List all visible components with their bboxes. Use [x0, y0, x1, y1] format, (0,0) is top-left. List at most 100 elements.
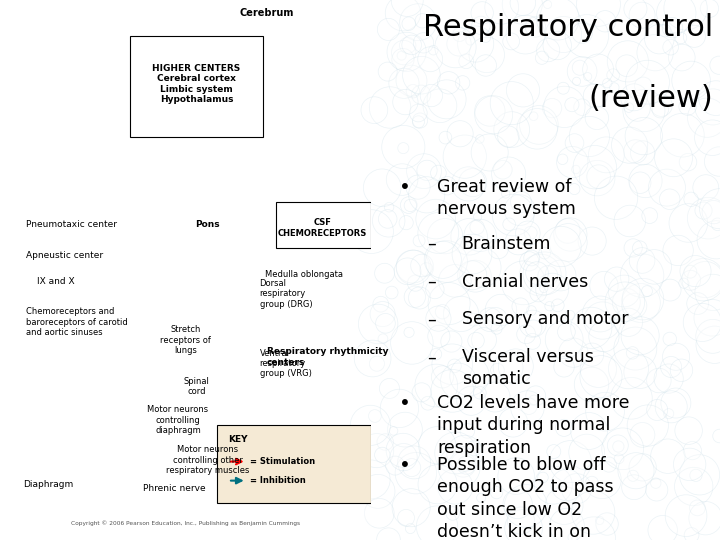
Circle shape: [545, 260, 576, 291]
Circle shape: [400, 4, 436, 40]
Circle shape: [0, 511, 29, 540]
Circle shape: [629, 172, 651, 193]
Circle shape: [675, 32, 687, 44]
Circle shape: [450, 356, 490, 396]
Circle shape: [410, 104, 427, 122]
Circle shape: [564, 98, 579, 112]
Circle shape: [426, 241, 467, 282]
Circle shape: [447, 120, 473, 147]
Text: Respiratory rhythmicity
centers: Respiratory rhythmicity centers: [267, 347, 389, 367]
Circle shape: [572, 517, 616, 540]
Text: Medulla oblongata: Medulla oblongata: [265, 270, 343, 279]
Circle shape: [387, 164, 418, 195]
Circle shape: [391, 0, 423, 16]
Circle shape: [428, 219, 463, 254]
Circle shape: [498, 126, 519, 147]
Circle shape: [542, 98, 562, 118]
Circle shape: [441, 331, 462, 352]
Circle shape: [510, 391, 544, 424]
Circle shape: [697, 221, 720, 259]
Circle shape: [512, 298, 529, 315]
Circle shape: [541, 226, 581, 267]
Text: = Inhibition: = Inhibition: [251, 476, 306, 485]
Circle shape: [595, 516, 604, 524]
Circle shape: [700, 188, 720, 229]
Circle shape: [683, 303, 720, 341]
Circle shape: [572, 491, 615, 534]
Circle shape: [675, 417, 703, 444]
Circle shape: [544, 1, 552, 9]
Circle shape: [498, 349, 534, 384]
Circle shape: [672, 61, 711, 100]
Circle shape: [53, 499, 87, 534]
Circle shape: [608, 349, 649, 389]
Circle shape: [613, 288, 640, 316]
Circle shape: [585, 393, 624, 431]
Circle shape: [521, 398, 537, 414]
Circle shape: [502, 190, 510, 198]
Circle shape: [259, 517, 290, 540]
Circle shape: [545, 487, 583, 524]
Text: Great review of
nervous system: Great review of nervous system: [437, 178, 576, 218]
Circle shape: [387, 412, 423, 447]
Circle shape: [309, 516, 339, 540]
Circle shape: [470, 220, 485, 234]
Circle shape: [675, 467, 713, 505]
Circle shape: [549, 508, 585, 540]
Text: IX and X: IX and X: [37, 276, 75, 286]
Circle shape: [27, 520, 63, 540]
Circle shape: [432, 344, 472, 384]
Circle shape: [471, 2, 493, 24]
Circle shape: [696, 319, 720, 353]
Circle shape: [662, 343, 690, 370]
Text: CSF
CHEMORECEPTORS: CSF CHEMORECEPTORS: [278, 218, 367, 238]
Text: Motor neurons
controlling
diaphragm: Motor neurons controlling diaphragm: [148, 406, 209, 435]
Circle shape: [316, 522, 339, 540]
Circle shape: [220, 515, 232, 527]
Circle shape: [174, 529, 192, 540]
Circle shape: [503, 218, 516, 231]
Circle shape: [435, 26, 476, 68]
Circle shape: [506, 74, 539, 107]
Circle shape: [608, 275, 640, 307]
Circle shape: [584, 72, 592, 80]
Circle shape: [428, 325, 450, 347]
Circle shape: [647, 400, 667, 421]
Circle shape: [632, 241, 647, 255]
Circle shape: [392, 90, 418, 115]
Circle shape: [660, 189, 680, 210]
Circle shape: [523, 250, 539, 266]
Circle shape: [687, 293, 708, 314]
Circle shape: [354, 505, 371, 522]
Circle shape: [474, 386, 486, 399]
Text: Cranial nerves: Cranial nerves: [462, 273, 588, 291]
Circle shape: [520, 252, 539, 271]
Circle shape: [377, 18, 400, 40]
Circle shape: [415, 14, 430, 28]
Circle shape: [504, 194, 535, 226]
Circle shape: [116, 528, 130, 540]
Circle shape: [569, 184, 580, 194]
Circle shape: [78, 504, 105, 531]
Circle shape: [492, 157, 526, 191]
Circle shape: [583, 84, 608, 107]
Circle shape: [702, 200, 720, 224]
Circle shape: [386, 456, 405, 475]
Circle shape: [602, 428, 644, 470]
Circle shape: [451, 452, 476, 477]
Circle shape: [659, 24, 671, 37]
Circle shape: [562, 474, 592, 504]
Circle shape: [220, 501, 246, 526]
Circle shape: [420, 262, 433, 276]
Circle shape: [627, 405, 668, 446]
Circle shape: [397, 509, 415, 526]
Circle shape: [466, 441, 481, 456]
Circle shape: [545, 321, 583, 359]
Circle shape: [568, 533, 577, 540]
Text: –: –: [427, 310, 436, 328]
Circle shape: [412, 383, 431, 402]
Circle shape: [689, 502, 720, 535]
Circle shape: [572, 77, 580, 85]
Circle shape: [517, 109, 557, 149]
Circle shape: [201, 513, 230, 540]
